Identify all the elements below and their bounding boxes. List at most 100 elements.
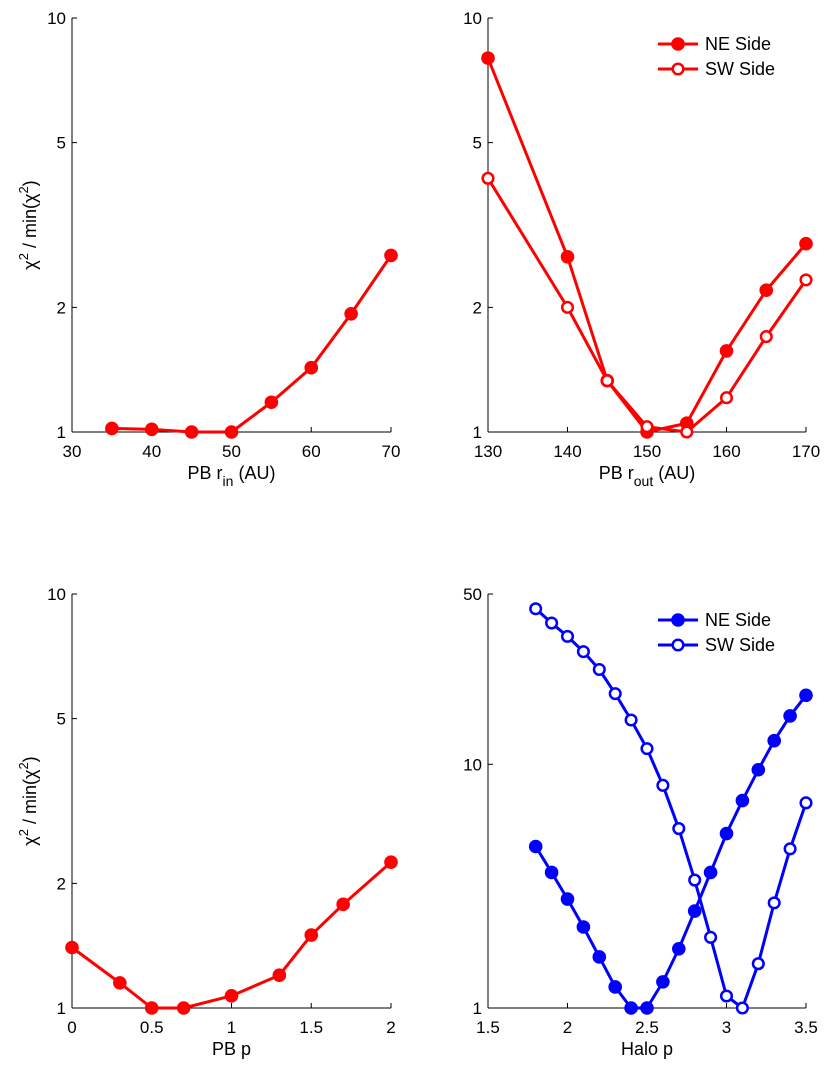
- data-point: [304, 928, 319, 942]
- x-axis-label: Halo p: [621, 1039, 673, 1059]
- data-point: [113, 976, 127, 990]
- y-tick-label: 10: [463, 755, 482, 774]
- data-point: [687, 904, 702, 918]
- data-point: [759, 283, 774, 298]
- x-tick-label: 60: [302, 442, 321, 461]
- data-point-open: [481, 171, 495, 185]
- y-axis-label: χ2 / min(χ2): [16, 180, 40, 269]
- panel-top-right: 130 140 150 160 170 1 2 5 10 PB rout (AU) NE Side S…: [463, 9, 820, 489]
- data-point: [304, 360, 319, 375]
- data-point: [384, 855, 398, 869]
- data-point-open: [640, 420, 654, 434]
- series-line-open: [534, 607, 808, 1010]
- data-point-open: [799, 273, 813, 287]
- data-point-open: [735, 1001, 749, 1015]
- data-point: [144, 1001, 159, 1015]
- data-point: [224, 425, 239, 439]
- y-tick-label: 5: [473, 134, 482, 153]
- data-point: [576, 920, 591, 934]
- data-point: [656, 975, 670, 989]
- data-point-open: [751, 957, 765, 971]
- data-point-open: [656, 778, 670, 792]
- data-point: [384, 248, 398, 263]
- data-point: [176, 1001, 191, 1015]
- data-point: [719, 344, 734, 358]
- y-tick-label: 1: [57, 423, 66, 442]
- series-line-filled: [111, 254, 393, 434]
- y-tick-label: 10: [47, 9, 66, 28]
- data-point: [592, 950, 607, 964]
- y-tick-label: 1: [473, 999, 482, 1018]
- data-point: [65, 940, 79, 955]
- legend: NE Side SW Side: [658, 34, 775, 79]
- legend-marker: [671, 613, 685, 627]
- data-point: [264, 395, 279, 410]
- x-tick-label: 1.5: [299, 1018, 323, 1037]
- data-point-open: [608, 687, 622, 701]
- data-point: [144, 422, 159, 437]
- y-tick-label: 1: [473, 423, 482, 442]
- data-point: [481, 51, 495, 65]
- data-point-open: [783, 842, 797, 856]
- data-point: [703, 865, 718, 880]
- data-point: [735, 793, 750, 808]
- x-tick-label: 130: [474, 442, 502, 461]
- x-tick-label: 2.5: [635, 1018, 659, 1037]
- y-tick-label: 1: [57, 999, 66, 1018]
- x-tick-label: 2: [386, 1018, 395, 1037]
- x-axis-label: PB p: [212, 1039, 251, 1059]
- data-point-open: [592, 662, 606, 677]
- y-tick-label: 2: [57, 874, 66, 893]
- y-tick-label: 10: [463, 9, 482, 28]
- series-line-filled: [486, 57, 808, 434]
- x-tick-label: 50: [222, 442, 241, 461]
- data-point: [105, 421, 119, 436]
- data-point: [560, 892, 575, 906]
- x-axis-label: PB rout (AU): [599, 463, 695, 489]
- legend-label: SW Side: [705, 59, 775, 79]
- data-point: [624, 1001, 638, 1015]
- series-line-filled: [534, 694, 808, 1010]
- data-point-open: [576, 645, 590, 659]
- data-point: [528, 839, 543, 854]
- x-tick-label: 2: [563, 1018, 572, 1037]
- y-tick-label: 5: [57, 710, 66, 729]
- data-point: [783, 709, 797, 723]
- legend-marker-open: [671, 638, 685, 652]
- x-tick-label: 170: [792, 442, 820, 461]
- data-point: [719, 826, 734, 841]
- x-axis-label: PB rin (AU): [188, 463, 276, 489]
- x-tick-label: 140: [553, 442, 581, 461]
- legend-label: NE Side: [705, 34, 771, 54]
- data-point-open: [560, 629, 575, 643]
- y-tick-label: 10: [47, 585, 66, 604]
- panel-bottom-left: 0 0.5 1 1.5 2 1 2 5 10 PB p χ2 / min(χ2): [16, 585, 398, 1059]
- x-tick-label: 0: [67, 1018, 76, 1037]
- x-tick-label: 150: [633, 442, 661, 461]
- legend: NE Side SW Side: [658, 610, 775, 655]
- legend-marker: [671, 37, 685, 51]
- data-point: [560, 249, 575, 264]
- x-tick-label: 160: [712, 442, 740, 461]
- y-tick-label: 2: [57, 298, 66, 317]
- data-point-open: [545, 616, 559, 630]
- panel-bottom-right: 1.5 2 2.5 3 3.5 1 10 50 Halo p NE Side SW Side: [463, 585, 818, 1059]
- y-axis-label: χ2 / min(χ2): [16, 756, 40, 845]
- panel-top-left: 30 40 50 60 70 1 2 5 10 PB rin (AU) χ2 / min(χ2): [16, 9, 400, 489]
- data-point: [767, 733, 782, 748]
- data-point: [608, 980, 623, 994]
- data-point-open: [529, 602, 543, 616]
- y-tick-label: 2: [473, 298, 482, 317]
- data-point-open: [688, 873, 702, 887]
- data-point: [224, 989, 239, 1003]
- data-point: [640, 1001, 654, 1015]
- data-point: [184, 425, 199, 439]
- data-point-open: [624, 713, 638, 727]
- data-point-open: [759, 330, 773, 344]
- data-point-open: [719, 989, 734, 1003]
- data-point-open: [704, 930, 718, 944]
- x-tick-label: 3.5: [794, 1018, 818, 1037]
- x-tick-label: 40: [142, 442, 161, 461]
- x-tick-label: 0.5: [140, 1018, 164, 1037]
